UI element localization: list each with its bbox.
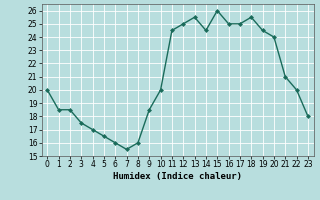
X-axis label: Humidex (Indice chaleur): Humidex (Indice chaleur): [113, 172, 242, 181]
